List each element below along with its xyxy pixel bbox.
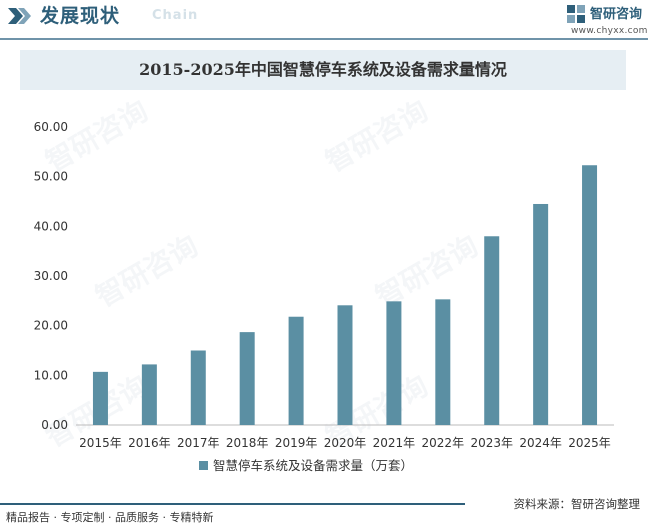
bar xyxy=(435,299,451,425)
legend-swatch xyxy=(199,461,208,470)
x-tick-label: 2018年 xyxy=(226,436,269,450)
y-tick-label: 20.00 xyxy=(34,319,68,333)
x-tick-label: 2015年 xyxy=(79,436,122,450)
y-tick-label: 0.00 xyxy=(41,418,68,432)
x-tick-label: 2023年 xyxy=(470,436,513,450)
bar xyxy=(533,203,549,425)
footer-tagline: 精品报告 · 专项定制 · 品质服务 · 专精特新 xyxy=(6,511,214,524)
bar xyxy=(484,236,500,425)
x-tick-label: 2016年 xyxy=(128,436,171,450)
x-tick-label: 2022年 xyxy=(422,436,465,450)
bar xyxy=(337,305,353,425)
x-tick-label: 2019年 xyxy=(275,436,318,450)
footer-divider xyxy=(0,503,465,505)
bar xyxy=(190,350,206,425)
brand-url: www.chyxx.com xyxy=(571,26,648,36)
page-header: 发展现状 Chain 智研咨询 www.chyxx.com xyxy=(0,0,648,40)
chart-title: 2015-2025年中国智慧停车系统及设备需求量情况 xyxy=(139,60,507,79)
y-tick-label: 60.00 xyxy=(34,120,68,134)
y-tick-label: 50.00 xyxy=(34,170,68,184)
y-tick-label: 40.00 xyxy=(34,219,68,233)
source-note: 资料来源：智研咨询整理 xyxy=(513,497,641,511)
double-chevron-icon xyxy=(8,8,31,24)
x-tick-label: 2017年 xyxy=(177,436,220,450)
x-tick-label: 2020年 xyxy=(324,436,367,450)
legend-label: 智慧停车系统及设备需求量（万套） xyxy=(213,458,413,473)
header-divider xyxy=(0,38,648,40)
y-tick-label: 10.00 xyxy=(34,368,68,382)
bar xyxy=(386,301,402,425)
header-background-word: Chain xyxy=(152,8,199,23)
x-tick-label: 2025年 xyxy=(568,436,611,450)
section-title: 发展现状 xyxy=(40,5,121,27)
bar xyxy=(239,332,255,425)
bar xyxy=(92,371,108,425)
bar xyxy=(288,316,304,425)
x-tick-label: 2021年 xyxy=(373,436,416,450)
x-tick-label: 2024年 xyxy=(519,436,562,450)
y-tick-label: 30.00 xyxy=(34,269,68,283)
bar xyxy=(141,364,157,425)
bar xyxy=(582,165,598,425)
brand-name: 智研咨询 xyxy=(590,7,643,22)
brand-logo-icon xyxy=(567,5,585,23)
chart-title-band xyxy=(20,50,626,90)
